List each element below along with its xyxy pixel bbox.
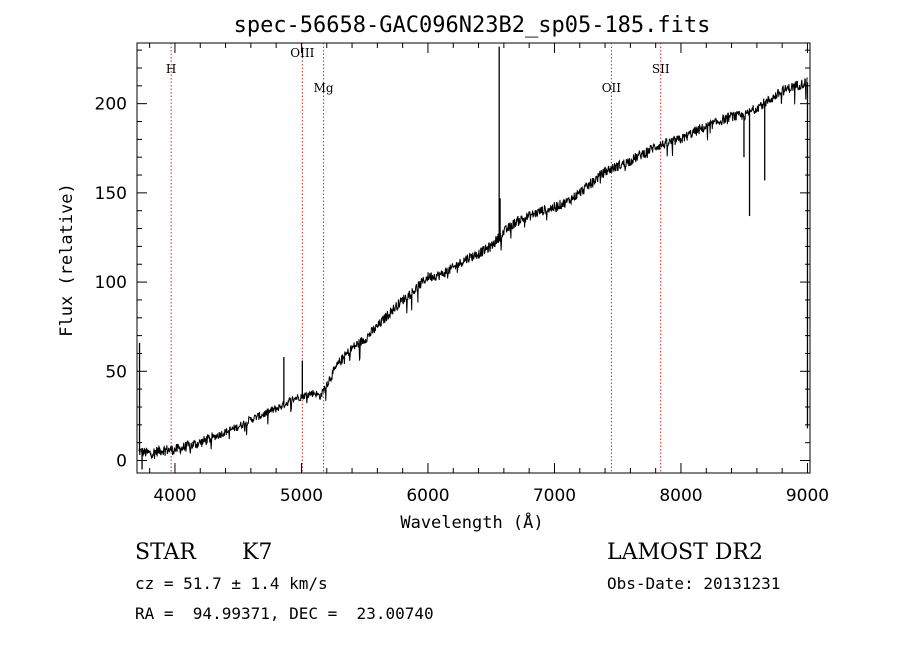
y-tick-label: 100 — [95, 273, 127, 293]
radec-text: RA = 94.99371, DEC = 23.00740 — [135, 604, 434, 623]
y-tick-label: 200 — [95, 95, 127, 115]
y-axis-label: Flux (relative) — [57, 183, 77, 337]
x-tick-label: 6000 — [406, 486, 449, 506]
spectrum-line — [138, 77, 808, 460]
subclass-label: K7 — [242, 540, 273, 565]
line-marker-label: OIII — [290, 46, 314, 60]
x-tick-label: 7000 — [533, 486, 576, 506]
x-tick-label: 4000 — [153, 486, 196, 506]
spectral-features — [138, 46, 809, 470]
line-marker-label: SII — [652, 62, 670, 76]
survey-label: LAMOST DR2 — [607, 540, 763, 565]
line-markers: H OIII Mg OII SII — [166, 43, 670, 473]
y-tick-label: 0 — [116, 452, 127, 472]
axes: 4000 5000 6000 7000 8000 9000 0 50 100 150 200 — [95, 43, 829, 506]
x-tick-label: 5000 — [280, 486, 323, 506]
y-tick-label: 50 — [105, 362, 127, 382]
x-axis-label: Wavelength (Å) — [400, 511, 543, 533]
chart-title: spec-56658-GAC096N23B2_sp05-185.fits — [234, 13, 711, 38]
x-tick-label: 8000 — [659, 486, 702, 506]
line-marker-label: Mg — [314, 81, 334, 95]
class-label: STAR — [135, 540, 196, 565]
y-tick-label: 150 — [95, 184, 127, 204]
plot-frame — [136, 42, 811, 474]
line-marker-label: H — [166, 62, 176, 76]
line-marker-label: OII — [602, 81, 622, 95]
cz-text: cz = 51.7 ± 1.4 km/s — [135, 574, 328, 593]
obsdate-text: Obs-Date: 20131231 — [607, 574, 781, 593]
x-tick-label: 9000 — [786, 486, 829, 506]
